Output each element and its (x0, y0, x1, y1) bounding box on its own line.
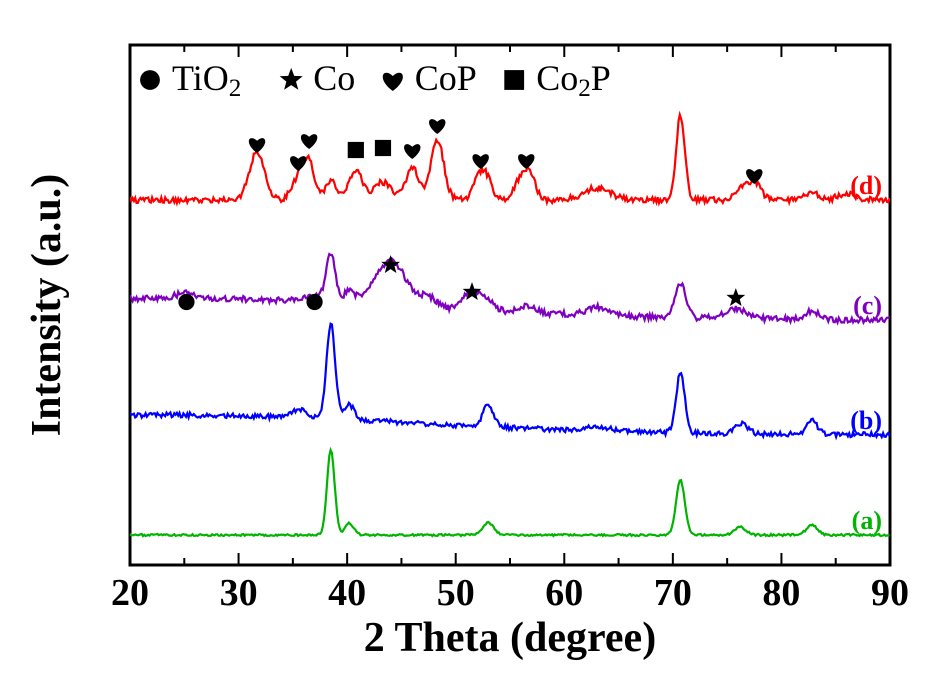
svg-text:40: 40 (328, 572, 366, 614)
svg-text:CoP: CoP (415, 58, 477, 98)
svg-text:30: 30 (220, 572, 258, 614)
svg-text:70: 70 (654, 572, 692, 614)
svg-text:20: 20 (111, 572, 149, 614)
svg-text:Intensity (a.u.): Intensity (a.u.) (24, 174, 70, 437)
svg-text:80: 80 (762, 572, 800, 614)
svg-text:(d): (d) (850, 171, 882, 200)
svg-text:(b): (b) (850, 406, 882, 435)
svg-text:(c): (c) (853, 291, 882, 320)
xrd-chart: 20 30 40 50 60 70 80 90 2 Theta (degree) Intensit… (0, 0, 945, 673)
svg-text:TiO2: TiO2 (172, 58, 241, 102)
svg-text:90: 90 (871, 572, 909, 614)
svg-text:60: 60 (545, 572, 583, 614)
svg-text:2 Theta (degree): 2 Theta (degree) (364, 615, 656, 661)
svg-text:50: 50 (437, 572, 475, 614)
svg-text:(a): (a) (852, 506, 882, 535)
svg-text:Co: Co (313, 58, 355, 98)
svg-text:Co2P: Co2P (536, 58, 611, 102)
chart-svg: 20 30 40 50 60 70 80 90 2 Theta (degree) Intensit… (0, 0, 945, 673)
